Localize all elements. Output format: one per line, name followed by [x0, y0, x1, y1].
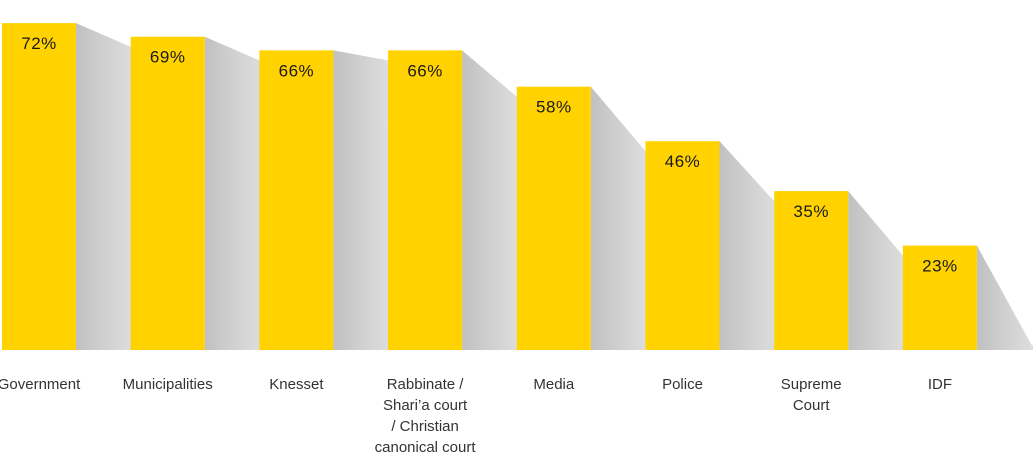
category-labels: Government Municipalities Knesset Rabbinate… [0, 376, 952, 456]
category-label: Media [533, 376, 575, 393]
bar-8 [902, 245, 977, 350]
category-label: IDF [928, 376, 952, 393]
bar-2 [130, 36, 205, 351]
value-label: 72% [21, 34, 57, 53]
category-label: Rabbinate / Shari’a court / Christian canon… [375, 376, 477, 456]
bar-shadow [976, 245, 1033, 350]
value-label: 66% [279, 61, 315, 80]
value-label: 58% [536, 98, 572, 117]
bar-1 [2, 23, 76, 351]
bars [2, 23, 977, 351]
bar-7 [774, 191, 849, 350]
value-labels: 72% 69% 66% 66% 58% 46% 35% 23% [21, 34, 957, 275]
category-label: Government [0, 376, 81, 393]
category-label: Municipalities [123, 376, 213, 393]
category-label: Police [662, 376, 703, 393]
bar-3 [259, 50, 334, 351]
bar-4 [388, 50, 463, 351]
bar-5 [516, 86, 591, 351]
value-label: 46% [665, 152, 701, 171]
value-label: 66% [407, 61, 443, 80]
bar-6 [645, 141, 720, 350]
value-label: 23% [922, 257, 958, 276]
category-label: Supreme Court [781, 376, 842, 414]
category-label: Knesset [269, 376, 324, 393]
value-label: 69% [150, 48, 186, 67]
value-label: 35% [793, 202, 829, 221]
